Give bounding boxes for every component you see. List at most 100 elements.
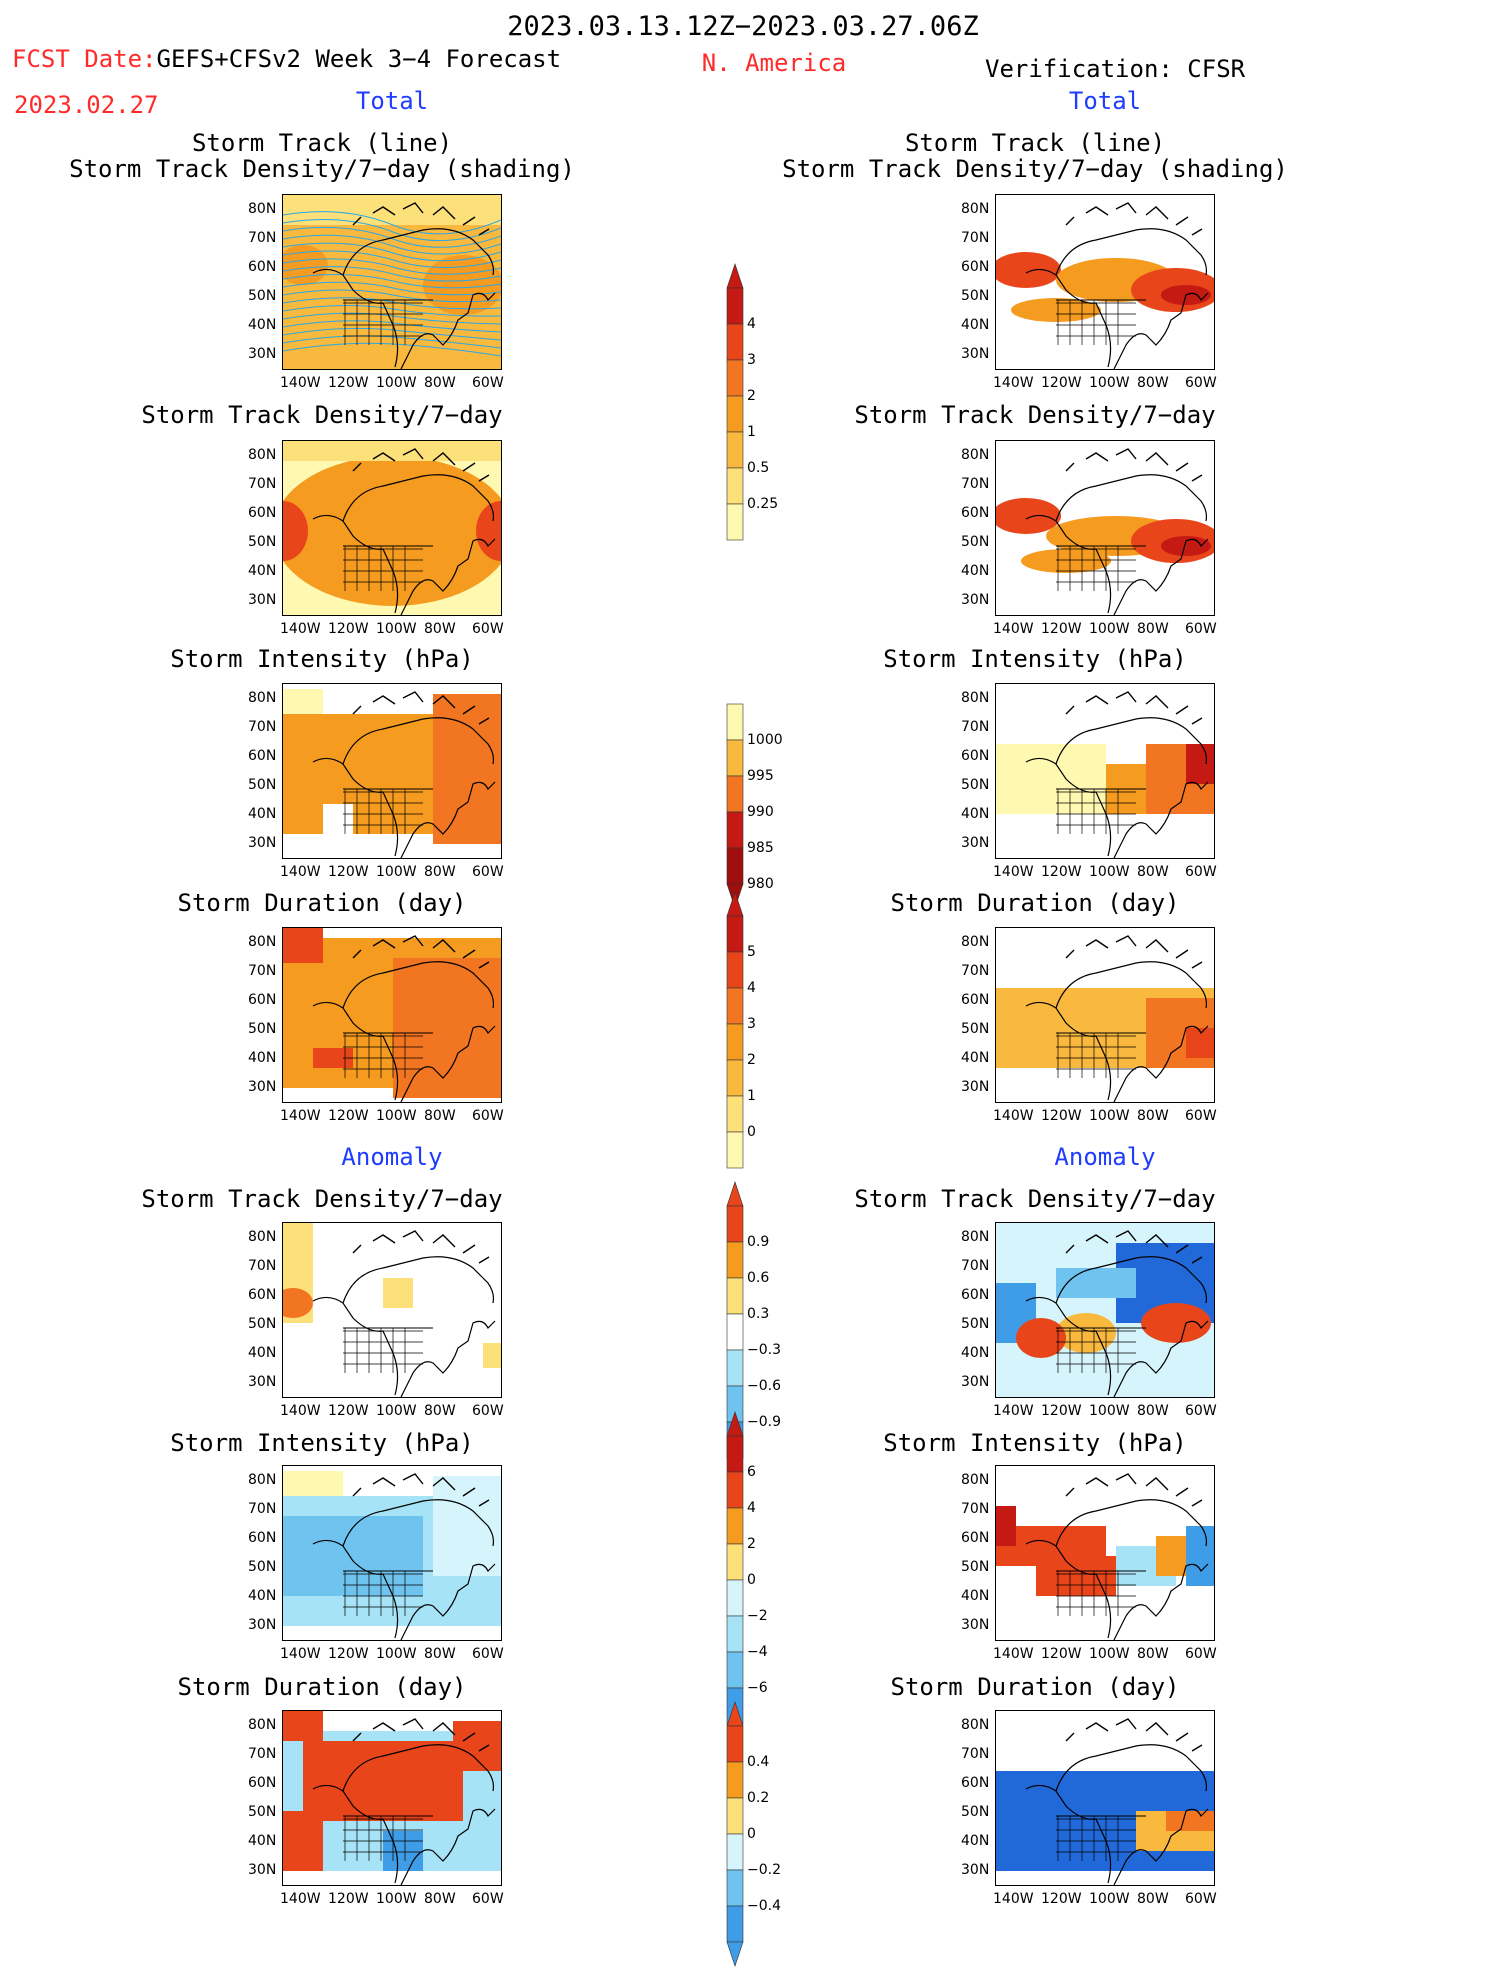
lon-tick-label: 100W — [376, 864, 417, 880]
lat-tick-label: 70N — [961, 1746, 990, 1762]
lon-tick-label: 100W — [376, 1108, 417, 1124]
lon-tick-label: 140W — [993, 1108, 1034, 1124]
lat-tick-label: 50N — [961, 1804, 990, 1820]
lat-tick-label: 40N — [248, 563, 277, 579]
lat-tick-label: 80N — [248, 1717, 277, 1733]
lon-tick-label: 120W — [328, 864, 369, 880]
colorbar-label: 0.6 — [747, 1270, 770, 1286]
lat-tick-label: 50N — [248, 777, 277, 793]
colorbar-density_anom: 0.9 0.6 0.3 −0.3 −0.6 −0.9 — [725, 1180, 781, 1496]
lon-tick-label: 60W — [1185, 1646, 1217, 1662]
lon-tick-label: 80W — [1137, 864, 1169, 880]
lon-tick-label: 100W — [376, 1891, 417, 1907]
lat-tick-label: 40N — [248, 806, 277, 822]
panel-title: Storm Duration (day) — [177, 1673, 467, 1701]
map-plot — [282, 927, 502, 1103]
lat-tick-label: 80N — [248, 690, 277, 706]
map-plot — [995, 1222, 1215, 1398]
colorbar-label: −4 — [747, 1644, 768, 1660]
panel-title-line1: Storm Track (line) — [904, 129, 1166, 157]
lat-tick-label: 30N — [961, 1374, 990, 1390]
lon-tick-label: 60W — [472, 1108, 504, 1124]
lat-tick-label: 70N — [961, 719, 990, 735]
lat-tick-label: 40N — [961, 317, 990, 333]
colorbar-label: 0 — [747, 1572, 756, 1588]
lat-tick-label: 70N — [961, 1258, 990, 1274]
panel-title: Storm Duration (day) — [890, 1673, 1180, 1701]
map-plot — [282, 683, 502, 859]
map-plot — [995, 1710, 1215, 1886]
lon-tick-label: 140W — [993, 621, 1034, 637]
lon-tick-label: 100W — [1089, 621, 1130, 637]
lat-tick-label: 70N — [248, 230, 277, 246]
colorbar-label: 4 — [747, 316, 756, 332]
panel-title: Storm Intensity (hPa) — [883, 1429, 1187, 1457]
lat-tick-label: 80N — [248, 934, 277, 950]
lon-tick-label: 120W — [328, 621, 369, 637]
lon-tick-label: 100W — [1089, 1891, 1130, 1907]
lon-tick-label: 80W — [1137, 1403, 1169, 1419]
lat-tick-label: 40N — [248, 1345, 277, 1361]
lon-tick-label: 120W — [328, 1403, 369, 1419]
map-svg — [283, 928, 501, 1102]
lat-tick-label: 30N — [961, 592, 990, 608]
colorbar-label: 2 — [747, 1536, 756, 1552]
map-plot — [995, 1465, 1215, 1641]
colorbar-label: 4 — [747, 1500, 756, 1516]
lat-tick-label: 30N — [961, 835, 990, 851]
verification-label: Verification: CFSR — [985, 55, 1246, 83]
lat-tick-label: 80N — [961, 1229, 990, 1245]
fcst-prefix: FCST Date: — [12, 45, 157, 73]
lat-tick-label: 40N — [248, 317, 277, 333]
map-plot — [995, 683, 1215, 859]
lat-tick-label: 30N — [248, 346, 277, 362]
map-plot — [282, 1222, 502, 1398]
lon-tick-label: 60W — [1185, 864, 1217, 880]
map-svg — [283, 195, 501, 369]
lat-tick-label: 80N — [961, 690, 990, 706]
lat-tick-label: 40N — [961, 1833, 990, 1849]
panel-title: Storm Duration (day) — [177, 889, 467, 917]
colorbar-density: 4 3 2 1 0.5 0.25 — [725, 262, 778, 578]
lat-tick-label: 70N — [961, 963, 990, 979]
lat-tick-label: 30N — [248, 1862, 277, 1878]
map-plot — [282, 1710, 502, 1886]
lat-tick-label: 50N — [961, 1021, 990, 1037]
lat-tick-label: 60N — [248, 505, 277, 521]
lon-tick-label: 120W — [1041, 1403, 1082, 1419]
lat-tick-label: 40N — [248, 1833, 277, 1849]
lat-tick-label: 50N — [961, 1559, 990, 1575]
lat-tick-label: 60N — [961, 992, 990, 1008]
lon-tick-label: 120W — [328, 375, 369, 391]
colorbar-label: −0.3 — [747, 1342, 781, 1358]
colorbar-label: 4 — [747, 980, 756, 996]
lat-tick-label: 60N — [961, 505, 990, 521]
lat-tick-label: 60N — [248, 259, 277, 275]
lon-tick-label: 100W — [1089, 375, 1130, 391]
colorbar-label: 0.25 — [747, 496, 779, 512]
map-plot — [995, 440, 1215, 616]
lat-tick-label: 50N — [248, 1316, 277, 1332]
panel-title: Storm Track Density/7−day — [141, 1185, 503, 1213]
lon-tick-label: 140W — [993, 1646, 1034, 1662]
lat-tick-label: 40N — [248, 1050, 277, 1066]
lat-tick-label: 30N — [248, 835, 277, 851]
lat-tick-label: 80N — [961, 201, 990, 217]
map-svg — [996, 1718, 1214, 1885]
lon-tick-label: 80W — [424, 621, 456, 637]
lon-tick-label: 80W — [424, 864, 456, 880]
panel-title: Storm Track Density/7−day — [141, 401, 503, 429]
colorbar-label: 0.9 — [747, 1234, 770, 1250]
map-svg — [996, 935, 1214, 1102]
lon-tick-label: 80W — [424, 375, 456, 391]
map-svg — [283, 441, 501, 615]
colorbar-label: 2 — [747, 1052, 756, 1068]
colorbar-label: 3 — [747, 352, 756, 368]
fcst-date: 2023.02.27 — [14, 91, 159, 119]
lat-tick-label: 40N — [961, 806, 990, 822]
lat-tick-label: 80N — [248, 1472, 277, 1488]
lat-tick-label: 60N — [248, 1530, 277, 1546]
lat-tick-label: 80N — [248, 447, 277, 463]
lat-tick-label: 40N — [961, 1345, 990, 1361]
lat-tick-label: 70N — [961, 230, 990, 246]
